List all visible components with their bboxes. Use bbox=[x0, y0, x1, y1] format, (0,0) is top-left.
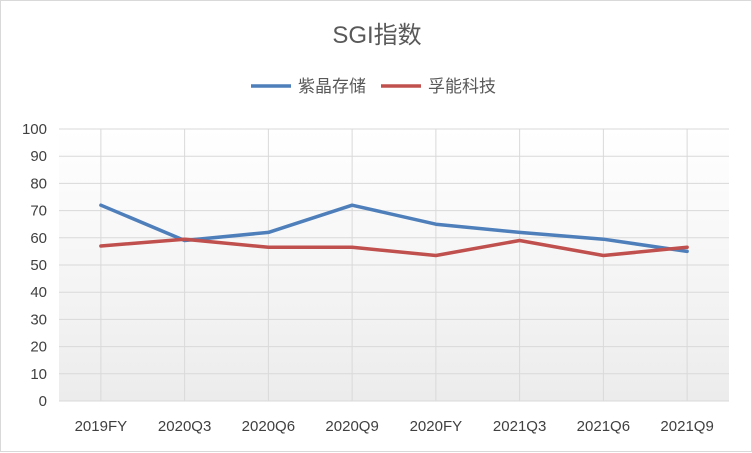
legend: 紫晶存储 孚能科技 bbox=[251, 77, 496, 96]
y-tick-label: 0 bbox=[39, 393, 47, 410]
x-tick-label: 2020FY bbox=[410, 418, 463, 435]
y-tick-label: 60 bbox=[30, 230, 47, 247]
x-tick-label: 2020Q3 bbox=[158, 418, 211, 435]
chart-title: SGI指数 bbox=[332, 22, 421, 49]
x-tick-label: 2019FY bbox=[75, 418, 128, 435]
y-axis-ticks: 0 10 20 30 40 50 60 70 80 90 100 bbox=[22, 121, 47, 410]
y-tick-label: 70 bbox=[30, 203, 47, 220]
x-tick-label: 2021Q9 bbox=[660, 418, 713, 435]
y-tick-label: 30 bbox=[30, 311, 47, 328]
legend-label: 孚能科技 bbox=[428, 77, 496, 96]
y-tick-label: 50 bbox=[30, 257, 47, 274]
x-tick-label: 2020Q9 bbox=[325, 418, 378, 435]
y-tick-label: 100 bbox=[22, 121, 47, 138]
y-tick-label: 40 bbox=[30, 284, 47, 301]
x-tick-label: 2021Q3 bbox=[493, 418, 546, 435]
legend-label: 紫晶存储 bbox=[298, 77, 366, 96]
x-axis-ticks: 2019FY 2020Q3 2020Q6 2020Q9 2020FY 2021Q3 2021… bbox=[75, 418, 714, 435]
y-tick-label: 20 bbox=[30, 339, 47, 356]
x-tick-label: 2021Q6 bbox=[577, 418, 630, 435]
y-tick-label: 10 bbox=[30, 366, 47, 383]
y-tick-label: 80 bbox=[30, 175, 47, 192]
y-tick-label: 90 bbox=[30, 148, 47, 165]
x-tick-label: 2020Q6 bbox=[242, 418, 295, 435]
